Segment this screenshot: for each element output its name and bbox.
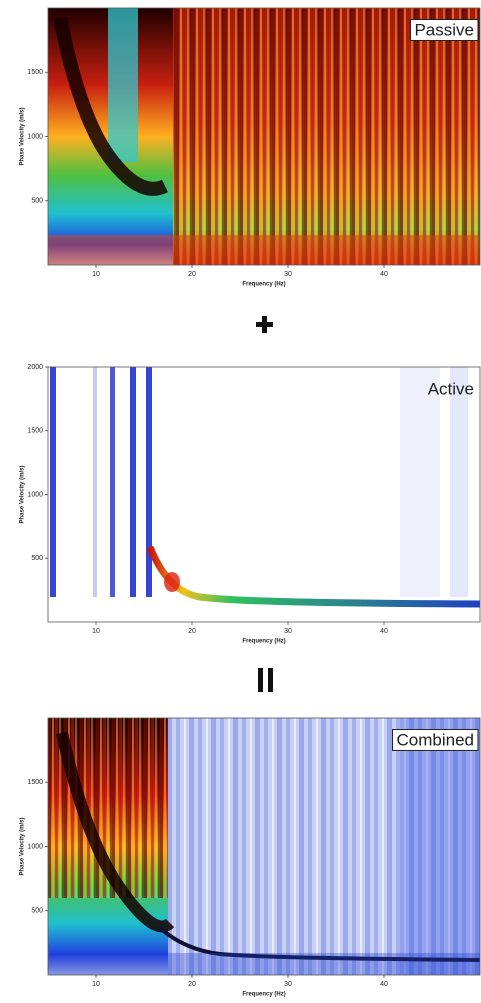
image-background [48,367,480,622]
y-tick-label: 1500 [27,779,43,786]
y-axis-title: Phase Velocity (m/s) [20,107,26,165]
x-tick-label: 40 [380,271,388,278]
x-tick-label: 30 [284,271,292,278]
image-stripe [146,367,152,597]
image-stripe [50,367,56,597]
image-stripe [450,367,468,597]
x-axis-title: Frequency (Hz) [242,992,285,998]
x-tick-label: 30 [284,981,292,988]
y-axis-title: Phase Velocity (m/s) [20,817,26,875]
y-axis-title: Phase Velocity (m/s) [20,465,26,523]
x-tick-label: 30 [284,628,292,635]
y-tick-label: 1000 [27,133,43,140]
image-bottom [48,953,480,975]
image-black-ridge [56,731,175,933]
image-stripe [130,367,136,597]
y-tick-label: 1500 [27,69,43,76]
plus-sign [256,316,273,333]
y-tick-label: 500 [31,555,43,562]
panel-label-box [409,18,479,41]
x-axis-title: Frequency (Hz) [242,639,285,645]
x-tick-label: 10 [92,271,100,278]
image-cyan-band [108,8,138,163]
x-tick-label: 20 [188,628,196,635]
y-tick-label: 1000 [27,491,43,498]
y-tick-label: 1500 [27,428,43,435]
image-bottom [48,235,480,265]
image-black-ridge [53,16,169,196]
x-tick-label: 10 [92,981,100,988]
image-ridge [158,926,481,962]
image-stripe [93,367,97,597]
panel-label: Combined [397,730,475,749]
x-axis-title: Frequency (Hz) [242,282,285,288]
panel-label-box [392,728,479,751]
panel-label: Passive [414,20,474,39]
image-stripe [400,367,440,597]
image-stripe [110,367,115,597]
equals-sign [258,668,273,692]
x-tick-label: 40 [380,981,388,988]
image-right-blue [400,718,480,975]
x-tick-label: 10 [92,628,100,635]
y-tick-label: 2000 [27,364,43,371]
panel-label: Active [428,379,474,398]
x-tick-label: 20 [188,271,196,278]
x-tick-label: 40 [380,628,388,635]
y-tick-label: 1000 [27,843,43,850]
y-tick-label: 500 [31,908,43,915]
x-tick-label: 20 [188,981,196,988]
image-peak [164,572,180,592]
y-tick-label: 500 [31,198,43,205]
